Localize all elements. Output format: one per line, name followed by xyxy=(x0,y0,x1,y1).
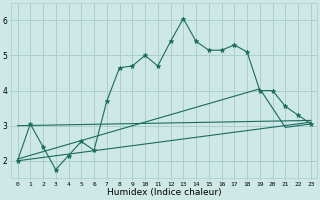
X-axis label: Humidex (Indice chaleur): Humidex (Indice chaleur) xyxy=(107,188,221,197)
